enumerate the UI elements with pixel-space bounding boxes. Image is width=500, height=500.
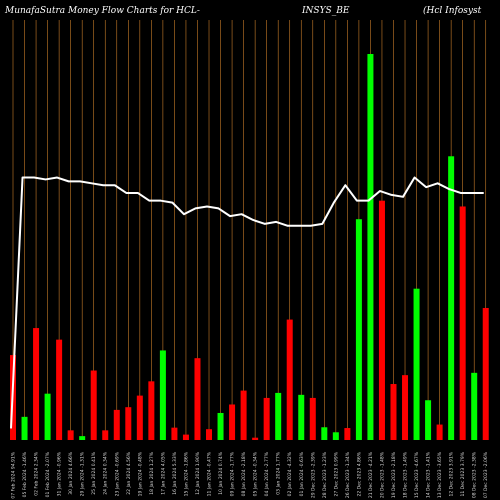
bar bbox=[159, 350, 166, 440]
x-tick-label: 14 Dec 2023 -1.41% bbox=[426, 451, 432, 498]
chart-title-part-1: MunafaSutra Money Flow Charts for HCL- bbox=[5, 6, 200, 16]
x-tick-label: 10 Jan 2024 0.74% bbox=[218, 451, 224, 494]
bar bbox=[217, 412, 224, 440]
x-tick-label: 19 Dec 2023 -2.18% bbox=[391, 451, 397, 498]
x-tick-label: 30 Jan 2024 4.66% bbox=[68, 451, 74, 494]
x-tick-label: 16 Jan 2024 5.33% bbox=[172, 451, 178, 494]
x-tick-label: 13 Dec 2023 -3.65% bbox=[437, 451, 443, 498]
bar bbox=[332, 432, 339, 440]
x-tick-label: 08 Jan 2024 -2.18% bbox=[241, 451, 247, 496]
x-tick-label: 12 Dec 2023 3.91% bbox=[449, 451, 455, 496]
x-tick-label: 11 Jan 2024 -0.47% bbox=[207, 451, 213, 496]
x-tick-label: 22 Dec 2023 4.86% bbox=[356, 451, 362, 496]
bar bbox=[471, 372, 478, 440]
bar bbox=[298, 394, 305, 440]
x-tick-label: 11 Dec 2023 3.79% bbox=[460, 451, 466, 496]
x-tick-label: 18 Jan 2024 1.27% bbox=[149, 451, 155, 494]
bar bbox=[125, 407, 132, 440]
bar bbox=[378, 200, 385, 440]
x-tick-label: 18 Dec 2023 -1.49% bbox=[403, 451, 409, 498]
bar bbox=[263, 397, 270, 440]
x-tick-label: 05 Jan 2024 -0.34% bbox=[253, 451, 259, 496]
chart-title-part-2: INSYS_BE bbox=[302, 6, 350, 16]
x-tick-label: 22 Jan 2024 4.56% bbox=[126, 451, 132, 494]
bar bbox=[113, 409, 120, 440]
x-tick-label: 15 Jan 2024 -1.86% bbox=[183, 451, 189, 496]
bar bbox=[390, 384, 397, 440]
x-tick-label: 17 Jan 2024 4.05% bbox=[160, 451, 166, 494]
x-tick-label: 08 Dec 2023 -2.38% bbox=[472, 451, 478, 498]
bar bbox=[67, 430, 74, 440]
bar bbox=[321, 427, 328, 440]
bar bbox=[482, 307, 489, 440]
x-tick-label: 01 Feb 2024 -2.07% bbox=[45, 451, 51, 497]
bar bbox=[79, 436, 86, 440]
bar bbox=[102, 430, 109, 440]
x-tick-label: 07 Feb 2024 94.91% bbox=[11, 451, 17, 498]
chart-title: MunafaSutra Money Flow Charts for HCL- I… bbox=[0, 6, 500, 20]
bar bbox=[194, 358, 201, 440]
money-flow-line bbox=[10, 176, 484, 429]
bar bbox=[182, 434, 189, 440]
x-tick-label: 24 Jan 2024 0.34% bbox=[103, 451, 109, 494]
bar bbox=[148, 381, 155, 440]
x-tick-label: 20 Dec 2023 -1.48% bbox=[379, 451, 385, 498]
x-tick-label: 27 Dec 2023 0.99% bbox=[333, 451, 339, 496]
x-tick-label: 26 Dec 2023 -1.34% bbox=[345, 451, 351, 498]
bar bbox=[252, 437, 259, 440]
x-tick-label: 09 Jan 2024 -1.77% bbox=[230, 451, 236, 496]
x-tick-label: 21 Dec 2023 -4.21% bbox=[368, 451, 374, 498]
bar bbox=[171, 427, 178, 440]
bar bbox=[33, 328, 40, 440]
bar bbox=[56, 339, 63, 440]
x-tick-label: 04 Jan 2024 -2.77% bbox=[264, 451, 270, 496]
bar bbox=[240, 390, 247, 440]
x-tick-label: 02 Feb 2024 2.34% bbox=[34, 451, 40, 495]
x-tick-label: 19 Jan 2024 -0.48% bbox=[137, 451, 143, 496]
x-tick-label: 07 Dec 2023 -2.06% bbox=[483, 451, 489, 498]
bar bbox=[355, 219, 362, 440]
x-tick-label: 12 Jan 2024 1.90% bbox=[195, 451, 201, 494]
x-tick-label: 29 Jan 2024 -1.31% bbox=[80, 451, 86, 496]
x-tick-label: 05 Feb 2024 -1.46% bbox=[22, 451, 28, 497]
x-tick-label: 28 Dec 2023 -1.23% bbox=[322, 451, 328, 498]
bar bbox=[459, 206, 466, 440]
x-tick-label: 01 Jan 2024 -0.63% bbox=[299, 451, 305, 496]
bar bbox=[367, 54, 374, 440]
chart-title-part-3: (Hcl Infosyst bbox=[423, 6, 482, 16]
bar bbox=[425, 400, 432, 440]
bar bbox=[309, 397, 316, 440]
x-tick-label: 03 Jan 2024 1.77% bbox=[276, 451, 282, 494]
bar bbox=[229, 404, 236, 440]
bar bbox=[90, 370, 97, 440]
bar bbox=[448, 156, 455, 441]
x-tick-label: 31 Jan 2024 -0.96% bbox=[57, 451, 63, 496]
bar bbox=[44, 393, 51, 440]
bar bbox=[136, 395, 143, 440]
bar bbox=[286, 319, 293, 440]
bar bbox=[413, 288, 420, 440]
bar bbox=[344, 428, 351, 440]
bar bbox=[206, 429, 213, 440]
bar bbox=[275, 392, 282, 440]
bar bbox=[21, 416, 28, 440]
x-tick-label: 15 Dec 2023 -4.67% bbox=[414, 451, 420, 498]
bar bbox=[402, 375, 409, 440]
x-tick-label: 25 Jan 2024 0.41% bbox=[91, 451, 97, 494]
bar bbox=[436, 424, 443, 440]
x-tick-label: 29 Dec 2023 -2.39% bbox=[310, 451, 316, 498]
x-tick-label: 02 Jan 2024 -4.32% bbox=[287, 451, 293, 496]
x-tick-label: 23 Jan 2024 -0.69% bbox=[114, 451, 120, 496]
